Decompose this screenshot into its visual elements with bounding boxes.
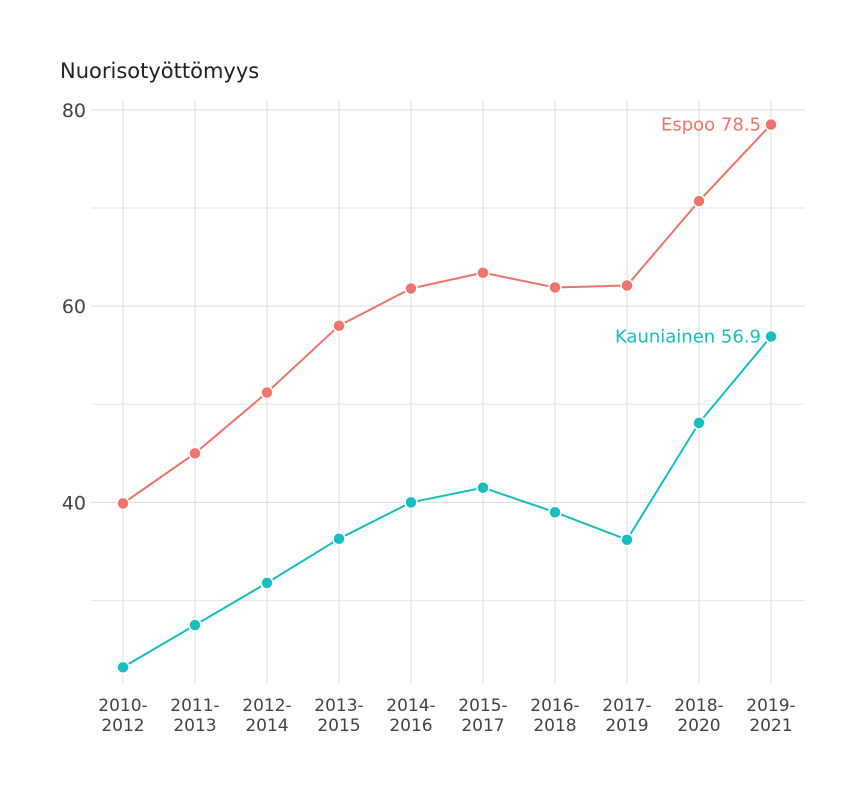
data-point-espoo (260, 385, 274, 400)
x-tick-label: 2019 (605, 716, 648, 736)
x-tick-label: 2018- (674, 696, 723, 716)
x-tick-label: 2017- (602, 696, 651, 716)
grid (91, 100, 805, 684)
data-point-espoo (332, 318, 346, 333)
x-tick-label: 2019- (746, 696, 795, 716)
x-tick-label: 2017 (461, 716, 504, 736)
series-line-espoo (122, 123, 772, 505)
data-point-kauniainen (116, 660, 130, 675)
data-point-espoo (620, 278, 634, 293)
data-point-kauniainen (332, 531, 346, 546)
x-axis-tick-labels: 2010-2012 2011-2013 2012-2014 2013-2015 2014… (98, 696, 795, 736)
data-point-espoo (548, 280, 562, 295)
y-tick-label: 80 (62, 100, 86, 122)
series-end-labels: Espoo 78.5 Kauniainen 56.9 (615, 115, 761, 348)
x-tick-label: 2021 (749, 716, 792, 736)
x-tick-label: 2013- (314, 696, 363, 716)
x-tick-label: 2016 (389, 716, 432, 736)
x-tick-label: 2015 (317, 716, 360, 736)
x-tick-label: 2014- (386, 696, 435, 716)
data-point-kauniainen (692, 416, 706, 430)
data-point-espoo (404, 281, 418, 296)
data-point-kauniainen (764, 329, 778, 344)
data-point-kauniainen (548, 505, 562, 519)
data-point-espoo (476, 265, 490, 280)
x-tick-label: 2013 (173, 716, 216, 736)
x-tick-label: 2015- (458, 696, 507, 716)
data-point-espoo (116, 496, 130, 511)
data-point-kauniainen (188, 618, 202, 632)
x-tick-label: 2011- (170, 696, 219, 716)
chart-title: Nuorisotyöttömyys (60, 59, 259, 83)
x-tick-label: 2012 (101, 716, 144, 736)
x-tick-label: 2010- (98, 696, 147, 716)
data-point-kauniainen (620, 532, 634, 547)
x-tick-label: 2016- (530, 696, 579, 716)
end-label-espoo: Espoo 78.5 (661, 115, 761, 136)
data-point-kauniainen (260, 576, 274, 590)
series-points (116, 117, 778, 675)
x-tick-label: 2018 (533, 716, 576, 736)
data-point-kauniainen (404, 495, 418, 510)
x-tick-label: 2012- (242, 696, 291, 716)
data-point-espoo (764, 117, 778, 132)
x-tick-label: 2014 (245, 716, 288, 736)
series-lines (122, 123, 772, 669)
end-label-kauniainen: Kauniainen 56.9 (615, 327, 761, 348)
x-tick-label: 2020 (677, 716, 720, 736)
data-point-kauniainen (476, 480, 490, 495)
y-tick-label: 40 (62, 492, 86, 514)
y-axis-tick-labels: 40 60 80 (62, 100, 86, 515)
data-point-espoo (188, 446, 202, 461)
series-line-kauniainen (122, 335, 772, 669)
y-tick-label: 60 (62, 296, 86, 318)
data-point-espoo (692, 194, 706, 208)
